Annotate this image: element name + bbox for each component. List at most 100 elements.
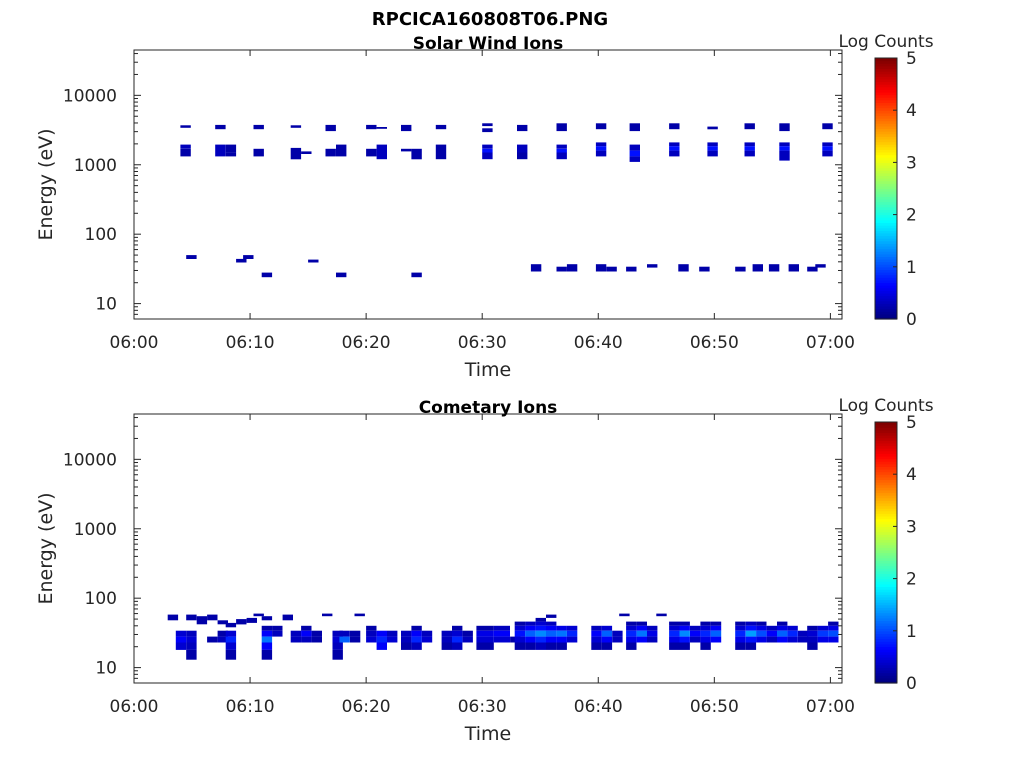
heatmap-cell xyxy=(401,148,412,152)
colorbar-segment xyxy=(875,165,897,169)
colorbar-segment xyxy=(875,495,897,499)
heatmap-cell xyxy=(807,266,818,272)
colorbar-segment xyxy=(875,133,897,137)
colorbar-segment xyxy=(875,227,897,231)
heatmap-cell xyxy=(514,630,526,637)
heatmap-cell xyxy=(401,630,412,637)
heatmap-cell xyxy=(336,144,347,157)
heatmap-cell xyxy=(535,625,546,631)
colorbar-segment xyxy=(875,591,897,595)
heatmap-cell xyxy=(301,151,312,154)
axes-frame xyxy=(133,413,843,684)
heatmap-cell xyxy=(186,255,197,259)
colorbar-segment xyxy=(875,128,897,132)
colorbar-segment xyxy=(875,646,897,650)
heatmap-cell xyxy=(282,614,293,621)
heatmap-cell xyxy=(779,150,790,161)
colorbar-segment xyxy=(875,232,897,237)
heatmap-cell xyxy=(493,630,510,637)
heatmap-cell xyxy=(411,630,422,637)
colorbar-segment xyxy=(875,581,897,585)
colorbar-segment xyxy=(875,656,897,661)
heatmap-cell xyxy=(595,142,607,147)
colorbar-segment xyxy=(875,575,897,580)
heatmap-cell xyxy=(636,625,647,631)
heatmap-cell xyxy=(626,642,637,650)
heatmap-cell xyxy=(225,144,237,153)
heatmap-cell xyxy=(261,616,273,621)
heatmap-cell xyxy=(679,621,690,626)
heatmap-cell xyxy=(236,619,247,625)
heatmap-cell xyxy=(452,625,463,631)
heatmap-cell xyxy=(707,150,718,157)
colorbar-segment xyxy=(875,649,897,653)
colorbar-segment xyxy=(875,264,897,268)
heatmap-cell xyxy=(626,625,637,631)
heatmap-cell xyxy=(530,264,542,272)
heatmap-cell xyxy=(435,124,447,130)
colorbar-segment xyxy=(875,547,897,551)
colorbar-segment xyxy=(875,515,897,520)
x-tick-label: 07:00 xyxy=(806,333,855,353)
heatmap-cell xyxy=(482,148,493,153)
heatmap-cell xyxy=(788,264,799,272)
heatmap-cell xyxy=(366,124,377,130)
heatmap-cell xyxy=(752,264,763,272)
heatmap-cell xyxy=(779,123,790,132)
x-tick-label: 06:30 xyxy=(458,333,507,353)
colorbar-segment xyxy=(875,510,897,514)
heatmap-cell xyxy=(679,625,690,631)
heatmap-cell xyxy=(243,255,254,259)
colorbar-segment xyxy=(875,311,897,315)
heatmap-cell xyxy=(180,144,191,149)
heatmap-cell xyxy=(441,630,452,637)
heatmap-cell xyxy=(207,614,218,621)
heatmap-cell xyxy=(595,146,607,151)
heatmap-cell xyxy=(626,266,637,272)
colorbar-segment xyxy=(875,625,897,629)
colorbar-segment xyxy=(875,497,897,501)
heatmap-cell xyxy=(807,642,818,650)
heatmap-cell xyxy=(807,636,818,643)
heatmap-cell xyxy=(535,630,546,637)
heatmap-cell xyxy=(636,621,647,626)
heatmap-cell xyxy=(601,625,613,631)
y-axis-label: Energy (eV) xyxy=(35,492,57,604)
heatmap-cell xyxy=(566,264,578,272)
colorbar-segment xyxy=(875,432,897,436)
heatmap-cell xyxy=(261,630,273,637)
heatmap-cell xyxy=(225,622,237,628)
colorbar-segment xyxy=(875,596,897,601)
heatmap-cell xyxy=(787,636,798,643)
colorbar-segment xyxy=(875,269,897,273)
colorbar-segment xyxy=(875,225,897,229)
colorbar-segment xyxy=(875,102,897,106)
colorbar-segment xyxy=(875,285,897,289)
heatmap-cell xyxy=(556,636,567,643)
x-tick-label: 06:20 xyxy=(342,697,391,717)
heatmap-cell xyxy=(546,636,557,643)
heatmap-cell xyxy=(535,617,546,622)
colorbar-tick-label: 2 xyxy=(906,570,917,590)
colorbar-segment xyxy=(875,573,897,577)
heatmap-cell xyxy=(669,146,680,151)
heatmap-cell xyxy=(787,625,798,631)
heatmap-cell xyxy=(175,630,187,637)
colorbar-segment xyxy=(875,76,897,80)
colorbar-segment xyxy=(875,604,897,608)
heatmap-cell xyxy=(421,630,433,637)
colorbar-segment xyxy=(875,149,897,153)
colorbar-tick-label: 4 xyxy=(906,101,917,121)
heatmap-cell xyxy=(595,123,607,130)
heatmap-cell xyxy=(629,150,640,157)
colorbar-segment xyxy=(875,479,897,483)
heatmap-cell xyxy=(647,630,658,637)
heatmap-cell xyxy=(476,625,494,631)
heatmap-cell xyxy=(591,642,602,650)
heatmap-cell xyxy=(301,636,312,643)
x-axis-label: Time xyxy=(464,723,512,745)
colorbar-segment xyxy=(875,615,897,619)
colorbar-tick-label: 5 xyxy=(906,49,917,69)
heatmap-cell xyxy=(411,272,422,278)
